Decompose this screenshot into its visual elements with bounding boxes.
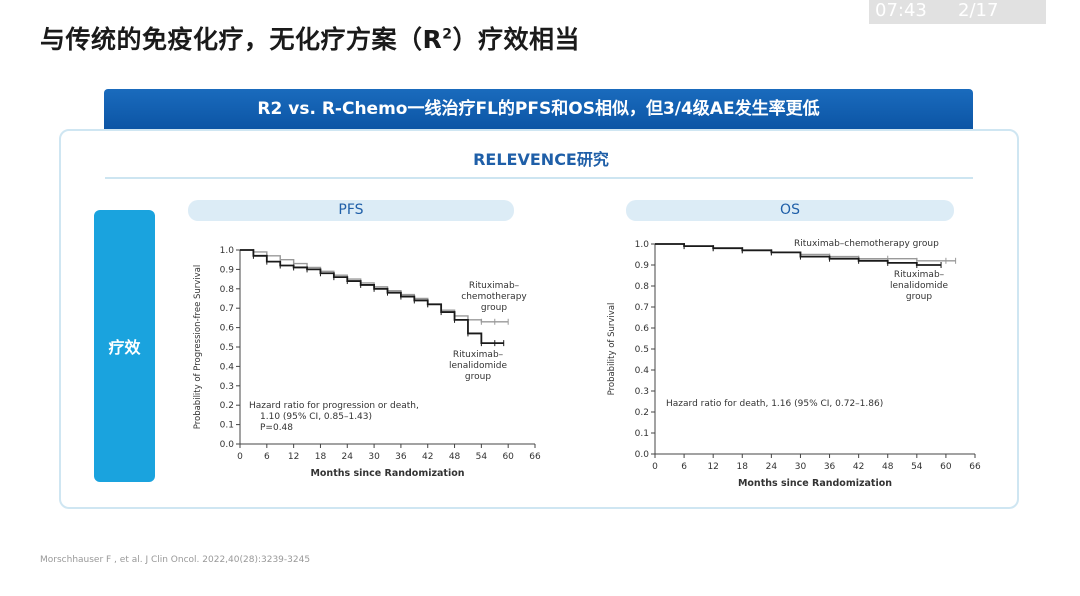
study-title: RELEVENCE研究 [473,150,609,169]
y-tick-label: 0.9 [635,261,650,271]
x-tick-label: 24 [766,462,778,472]
x-tick-label: 42 [422,452,433,462]
x-axis-title: Months since Randomization [738,478,892,486]
series-label: lenalidomide [890,281,948,291]
x-tick-label: 42 [853,462,864,472]
efficacy-label: 疗效 [108,338,141,357]
x-tick-label: 54 [911,462,923,472]
y-tick-label: 0.4 [220,362,235,372]
x-tick-label: 66 [529,452,541,462]
x-tick-label: 60 [502,452,514,462]
y-tick-label: 0.9 [220,265,235,275]
summary-banner: R2 vs. R-Chemo一线治疗FL的PFS和OS相似，但3/4级AE发生率… [104,89,973,129]
x-tick-label: 36 [824,462,836,472]
slide-title-end: ）疗效相当 [452,25,581,54]
y-tick-label: 0.8 [220,285,235,295]
os-chart: 0.0 0.1 0.2 0.3 0.4 0.5 0.6 0.7 0.8 0.9 1.0 0 6 12 18 2… [607,239,981,486]
hazard-annotation: P=0.48 [260,423,293,433]
y-tick-label: 0.7 [635,303,649,313]
y-tick-label: 0.3 [635,387,649,397]
series-label: chemotherapy [461,292,527,302]
pfs-pill: PFS [188,200,514,221]
x-tick-label: 66 [969,462,981,472]
y-tick-label: 0.5 [635,345,649,355]
series-label: Rituximab–chemotherapy group [794,239,939,249]
slide-title: 与传统的免疫化疗，无化疗方案（R2）疗效相当 [40,20,580,56]
x-axis-title: Months since Randomization [310,468,464,479]
y-tick-label: 0.5 [220,343,234,353]
slide-title-main: 与传统的免疫化疗，无化疗方案（R [40,25,443,54]
citation: Morschhauser F , et al. J Clin Oncol. 20… [40,555,311,565]
x-tick-label: 48 [882,462,894,472]
series-label: group [906,292,932,302]
y-tick-label: 1.0 [635,240,650,250]
x-tick-label: 12 [707,462,718,472]
y-axis-title: Probability of Survival [607,303,617,396]
x-tick-label: 18 [315,452,327,462]
x-tick-label: 36 [395,452,407,462]
x-tick-label: 30 [368,452,380,462]
y-tick-label: 0.8 [635,282,650,292]
y-tick-label: 0.6 [635,324,650,334]
video-time: 07:43 [875,0,927,21]
y-tick-label: 0.0 [635,450,650,460]
y-tick-label: 1.0 [220,246,235,256]
hazard-annotation: Hazard ratio for death, 1.16 (95% CI, 0.… [666,399,883,409]
x-tick-label: 30 [795,462,807,472]
x-tick-label: 12 [288,452,299,462]
y-tick-label: 0.1 [635,429,649,439]
os-pill: OS [626,200,954,221]
content-panel: RELEVENCE研究 [59,129,1019,509]
x-tick-label: 60 [940,462,952,472]
y-axis-title: Probability of Progression-free Survival [193,265,203,430]
y-tick-label: 0.4 [635,366,650,376]
x-tick-label: 6 [681,462,687,472]
series-label: Rituximab– [469,281,520,291]
x-tick-label: 18 [737,462,749,472]
efficacy-label-box: 疗效 [94,210,155,482]
y-tick-label: 0.0 [220,440,235,450]
y-tick-label: 0.7 [220,304,234,314]
y-tick-label: 0.6 [220,324,235,334]
y-tick-label: 0.2 [220,401,234,411]
y-tick-label: 0.1 [220,421,234,431]
divider [105,177,973,179]
x-tick-label: 6 [264,452,270,462]
x-tick-label: 54 [476,452,488,462]
slide-title-sup: 2 [442,26,453,43]
series-label: lenalidomide [449,361,507,371]
x-tick-label: 48 [449,452,461,462]
series-label: Rituximab– [894,270,945,280]
hazard-annotation: 1.10 (95% CI, 0.85–1.43) [260,412,372,422]
y-tick-label: 0.3 [220,382,234,392]
slide-counter-overlay: 07:43 2/17 [869,0,1046,24]
page-counter: 2/17 [958,0,999,21]
y-tick-label: 0.2 [635,408,649,418]
series-label: Rituximab– [453,350,504,360]
x-tick-label: 0 [237,452,243,462]
x-tick-label: 0 [652,462,658,472]
pfs-chart: 0.0 0.1 0.2 0.3 0.4 0.5 0.6 0.7 0.8 0.9 1.0 0 6 12 18 2… [193,246,541,479]
hazard-annotation: Hazard ratio for progression or death, [249,401,419,411]
series-label: group [481,303,507,313]
x-tick-label: 24 [342,452,354,462]
series-label: group [465,372,491,382]
